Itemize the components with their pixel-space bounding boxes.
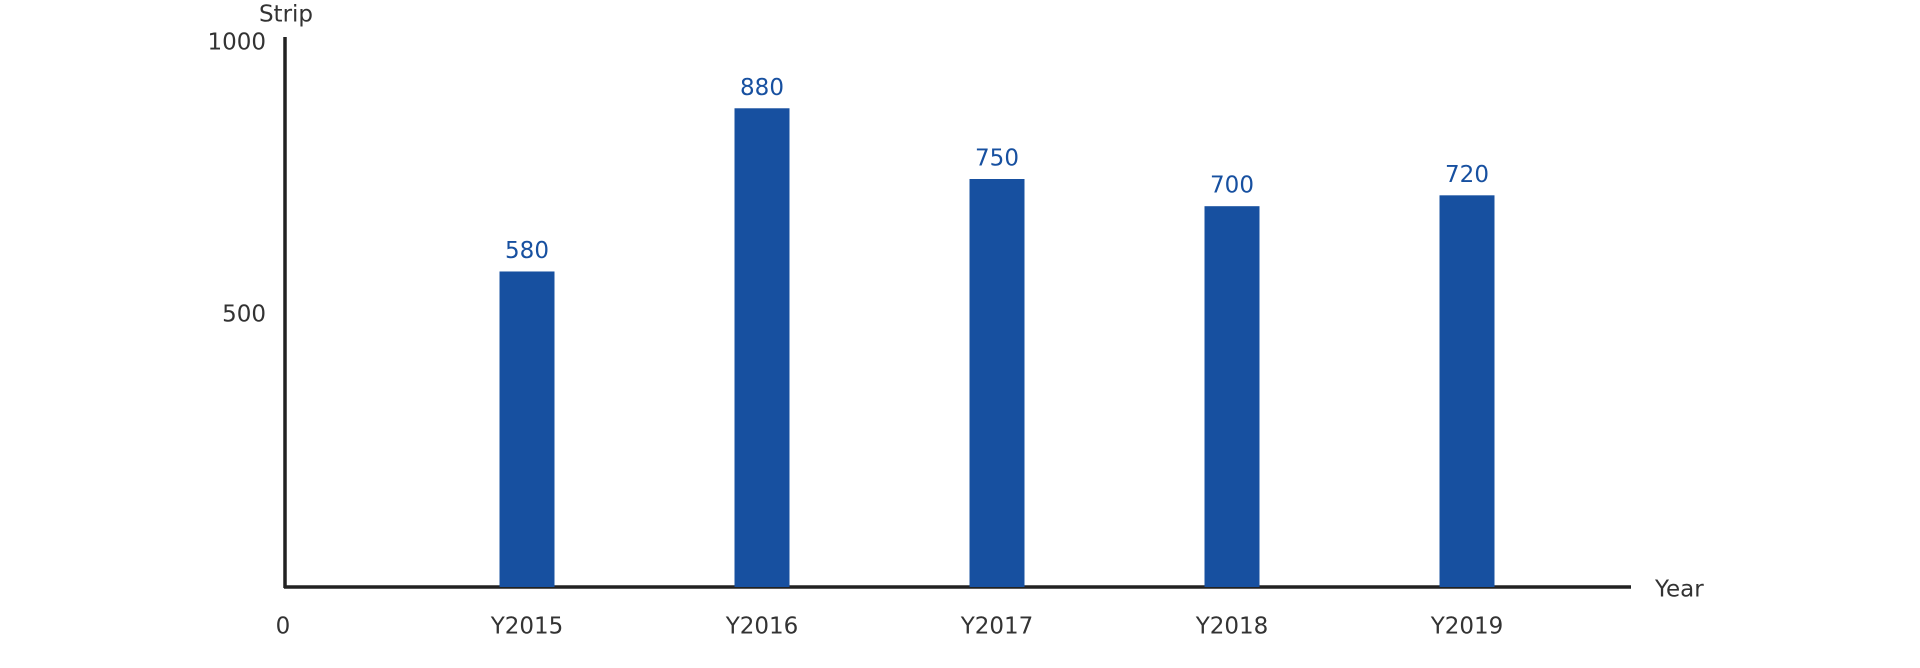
- value-label: 750: [975, 146, 1019, 172]
- value-label: 700: [1210, 173, 1254, 199]
- y-tick-label: 500: [222, 302, 266, 328]
- x-tick-label: Y2015: [490, 614, 564, 640]
- y-tick-label: 1000: [207, 30, 266, 56]
- y-axis-title: Strip: [259, 2, 313, 28]
- x-tick-label: Y2018: [1195, 614, 1269, 640]
- value-label: 880: [740, 75, 784, 101]
- x-tick-label: Y2017: [960, 614, 1034, 640]
- x-tick-label: Y2016: [725, 614, 799, 640]
- bar: [969, 179, 1025, 587]
- x-tick-label: Y2019: [1430, 614, 1504, 640]
- value-label: 720: [1445, 162, 1489, 188]
- bar: [1204, 206, 1260, 587]
- y-tick-label: 0: [276, 614, 291, 640]
- value-label: 580: [505, 238, 549, 264]
- x-axis-title: Year: [1654, 577, 1704, 603]
- bar: [734, 108, 790, 587]
- bar: [499, 271, 555, 587]
- bar: [1439, 195, 1495, 587]
